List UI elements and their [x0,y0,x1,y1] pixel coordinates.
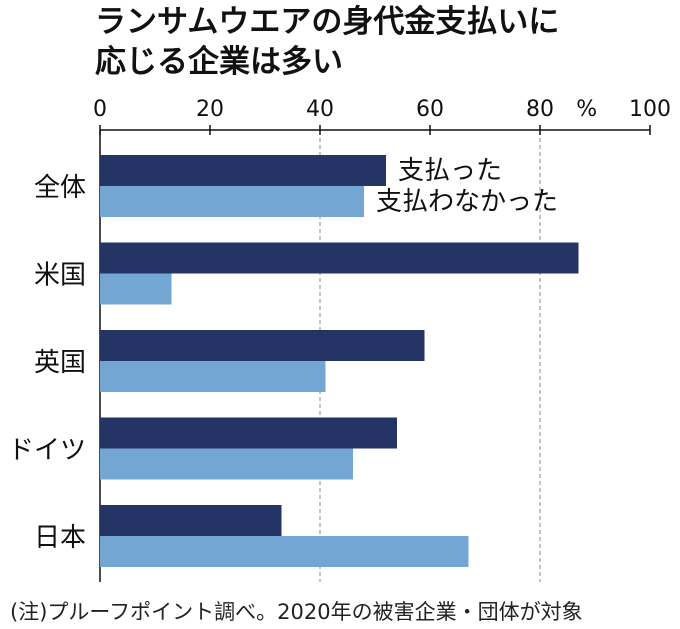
bar-全体-支払った [100,155,386,186]
category-label-ドイツ: ドイツ [8,436,86,466]
bar-米国-支払わなかった [100,273,172,305]
legend-label-支払った: 支払った [398,156,502,186]
x-tick-label-0: 0 [93,97,107,122]
bar-全体-支払わなかった [100,186,364,217]
bar-ドイツ-支払った [100,417,397,449]
bar-英国-支払った [100,330,425,361]
chart-title: ランサムウエアの身代金支払いに 応じる企業は多い [95,2,559,82]
category-label-英国: 英国 [34,348,86,378]
x-tick-label-40: 40 [306,97,334,122]
bar-英国-支払わなかった [100,361,326,392]
chart-title-line-2: 応じる企業は多い [95,44,343,80]
bar-日本-支払わなかった [100,536,469,567]
bar-米国-支払った [100,242,579,274]
category-label-米国: 米国 [34,261,86,291]
category-label-全体: 全体 [34,173,86,203]
bar-日本-支払った [100,505,282,536]
bars [100,155,579,567]
x-tick-label-100: 100 [629,97,671,122]
x-axis-unit-label: % [576,97,597,122]
x-tick-label-80: 80 [526,97,554,122]
legend-label-支払わなかった: 支払わなかった [376,187,558,217]
x-axis-ticks: 0 20 40 60 80 100% [93,97,671,582]
category-label-日本: 日本 [34,523,86,553]
chart-title-line-1: ランサムウエアの身代金支払いに [95,4,560,40]
bar-ドイツ-支払わなかった [100,448,353,480]
x-tick-label-20: 20 [196,97,224,122]
footnote: (注)プルーフポイント調べ。2020年の被害企業・団体が対象 [10,600,583,624]
x-tick-label-60: 60 [416,97,444,122]
